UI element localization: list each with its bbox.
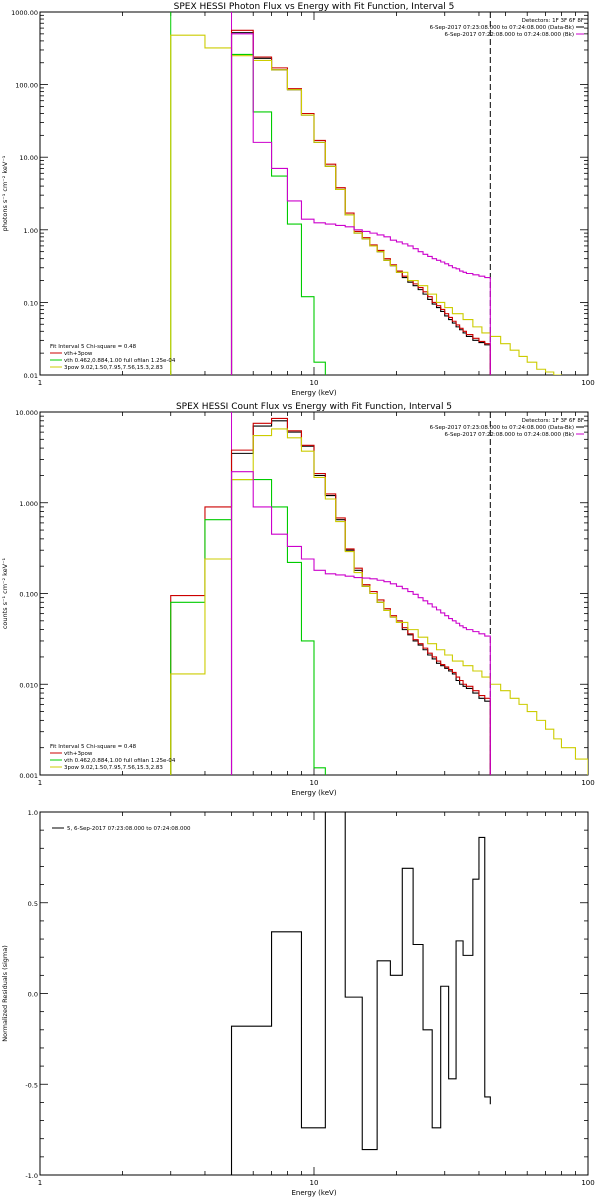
series-3pow [170, 34, 562, 375]
x-tick-label: 100 [581, 779, 594, 787]
y-tick-label: 1000.00 [11, 9, 38, 17]
legend-entry: 6-Sep-2017 07:23:08.000 to 07:24:08.000 … [430, 425, 574, 431]
count-flux-chart: SPEX HESSI Count Flux vs Energy with Fit… [0, 400, 600, 800]
x-tick-label: 100 [581, 1179, 594, 1187]
plot-area [170, 12, 562, 375]
x-axis-label: Energy (keV) [291, 389, 336, 397]
x-tick-label: 1 [38, 1179, 42, 1187]
plot-area [170, 412, 588, 775]
y-tick-label: 1.0 [28, 809, 38, 817]
y-axis-label: photons s⁻¹ cm⁻² keV⁻¹ [1, 155, 9, 231]
y-tick-label: 0.100 [19, 591, 38, 599]
legend-entry: 3pow 9.02,1.50,7.95,7.56,15.3,2.83 [64, 765, 163, 771]
y-tick-label: 0.01 [24, 372, 38, 380]
x-tick-label: 10 [310, 1179, 319, 1187]
series-data-bk [230, 32, 491, 375]
x-tick-label: 1 [38, 379, 42, 387]
series-3pow [170, 428, 588, 775]
y-tick-label: -0.5 [25, 1081, 38, 1089]
y-tick-label: -1.0 [25, 1172, 38, 1180]
y-tick-label: 0.5 [28, 900, 38, 908]
photon-flux-plot: SPEX HESSI Photon Flux vs Energy with Fi… [1, 2, 595, 397]
legend-entry: Detectors: 1F 3F 6F 8F [522, 418, 584, 424]
y-tick-label: 100.00 [15, 82, 38, 90]
legend-entry: 5, 6-Sep-2017 07:23:08.000 to 07:24:08.0… [67, 826, 191, 832]
x-tick-label: 1 [38, 779, 42, 787]
legend-entry: 3pow 9.02,1.50,7.95,7.56,15.3,2.83 [64, 365, 163, 371]
series-vth-3pow [230, 29, 491, 375]
legend-entry: vth+3pow [64, 351, 93, 357]
photon-flux-chart: SPEX HESSI Photon Flux vs Energy with Fi… [0, 0, 600, 400]
legend-entry: 6-Sep-2017 07:22:08.000 to 07:24:08.000 … [445, 32, 575, 38]
legend-entry: Detectors: 1F 3F 6F 8F [522, 18, 584, 24]
y-tick-label: 0.001 [19, 772, 38, 780]
y-tick-label: 0.10 [24, 299, 38, 307]
x-axis-label: Energy (keV) [291, 1189, 336, 1197]
series-5-6-sep-2017-07-23-08-000-to-07-24-08-000 [230, 812, 491, 1175]
y-tick-label: 10.00 [19, 154, 38, 162]
legend-entry: Fit Interval 5 Chi-square = 0.48 [50, 744, 137, 750]
y-tick-label: 0.010 [19, 681, 38, 689]
residuals-plot: 1 10 100 Energy (keV) -1.0 -0.5 0.0 0.5 1.0 Norma… [1, 809, 595, 1197]
series-vth-3pow [170, 417, 491, 775]
plot-frame [39, 811, 589, 1176]
y-tick-label: 10.000 [15, 409, 38, 417]
x-tick-label: 10 [310, 779, 319, 787]
y-axis-label: Normalized Residuals (sigma) [1, 945, 9, 1042]
x-tick-label: 100 [581, 379, 594, 387]
legend-entry: vth 0.462,0.884,1.00 full ofilan 1.25e-0… [64, 758, 176, 764]
legend-entry: vth+3pow [64, 751, 93, 757]
plot-area [230, 812, 491, 1175]
series-vth [170, 479, 326, 775]
legend-entry: vth 0.462,0.884,1.00 full ofilan 1.25e-0… [64, 358, 176, 364]
count-flux-plot: SPEX HESSI Count Flux vs Energy with Fit… [1, 402, 595, 797]
y-tick-label: 1.00 [24, 227, 38, 235]
legend-entry: 6-Sep-2017 07:23:08.000 to 07:24:08.000 … [430, 25, 574, 31]
series-bk [230, 471, 491, 775]
chart-title: SPEX HESSI Photon Flux vs Energy with Fi… [174, 2, 455, 12]
x-axis-label: Energy (keV) [291, 789, 336, 797]
series-bk [230, 33, 491, 375]
series-data-bk [230, 420, 491, 775]
series-vth [230, 53, 326, 375]
y-tick-label: 0.0 [28, 991, 38, 999]
y-tick-label: 1.000 [19, 500, 38, 508]
residuals-chart: 1 10 100 Energy (keV) -1.0 -0.5 0.0 0.5 1.0 Norma… [0, 800, 600, 1200]
x-tick-label: 10 [310, 379, 319, 387]
chart-title: SPEX HESSI Count Flux vs Energy with Fit… [176, 402, 452, 412]
legend-entry: 6-Sep-2017 07:22:08.000 to 07:24:08.000 … [445, 432, 575, 438]
y-axis-label: counts s⁻¹ cm⁻² keV⁻¹ [1, 557, 9, 629]
legend-entry: Fit Interval 5 Chi-square = 0.48 [50, 344, 137, 350]
